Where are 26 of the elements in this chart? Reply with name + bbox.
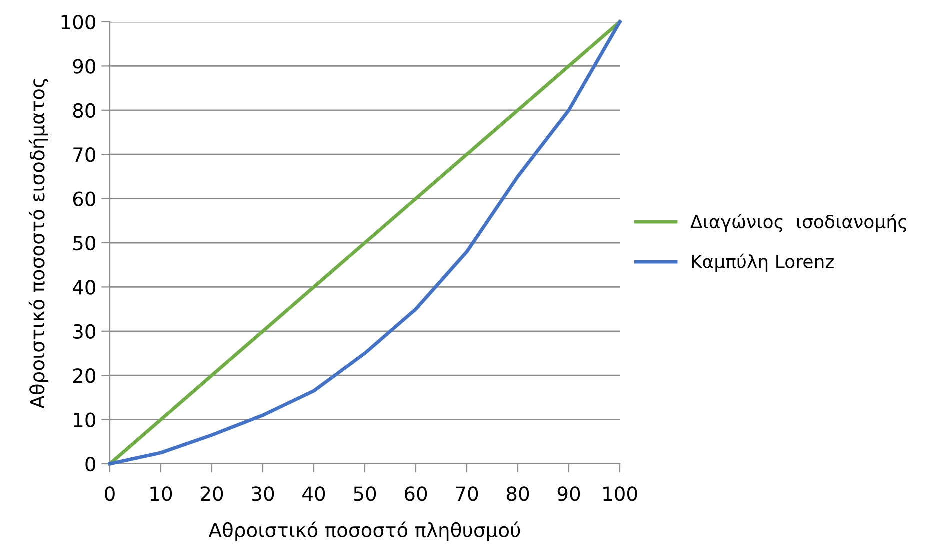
y-tick-label: 90 xyxy=(73,59,96,74)
y-tick-label: 30 xyxy=(74,324,96,340)
y-tick-label: 60 xyxy=(73,192,96,206)
x-axis-title: Αθροιστικό ποσοστό πληθυσμού xyxy=(208,522,520,542)
legend-label: Διαγώνιος ισοδιανομής xyxy=(690,214,906,232)
y-tick-label: 100 xyxy=(62,14,96,30)
y-tick-label: 50 xyxy=(74,236,96,251)
x-tick-label: 0 xyxy=(105,486,115,502)
x-tick-label: 40 xyxy=(302,486,326,502)
x-tick-label: 60 xyxy=(404,486,428,502)
y-tick-label: 80 xyxy=(73,103,96,118)
legend-label: Καμπύλη Lorenz xyxy=(692,254,834,272)
y-tick-label: 10 xyxy=(74,412,96,428)
y-axis-title: Αθροιστικό ποσοστό εισοδήματος xyxy=(28,79,49,409)
x-tick-label: 70 xyxy=(456,486,478,502)
x-tick-label: 90 xyxy=(558,486,580,502)
x-tick-label: 20 xyxy=(201,486,224,502)
y-tick-label: 20 xyxy=(73,368,96,384)
x-tick-label: 80 xyxy=(506,486,530,502)
y-tick-label: 0 xyxy=(86,456,96,472)
y-tick-label: 70 xyxy=(74,148,96,162)
x-tick-label: 50 xyxy=(354,486,376,502)
x-tick-label: 30 xyxy=(252,486,274,502)
y-tick-label: 40 xyxy=(73,280,96,295)
x-tick-label: 10 xyxy=(150,486,172,502)
x-tick-label: 100 xyxy=(604,486,638,502)
